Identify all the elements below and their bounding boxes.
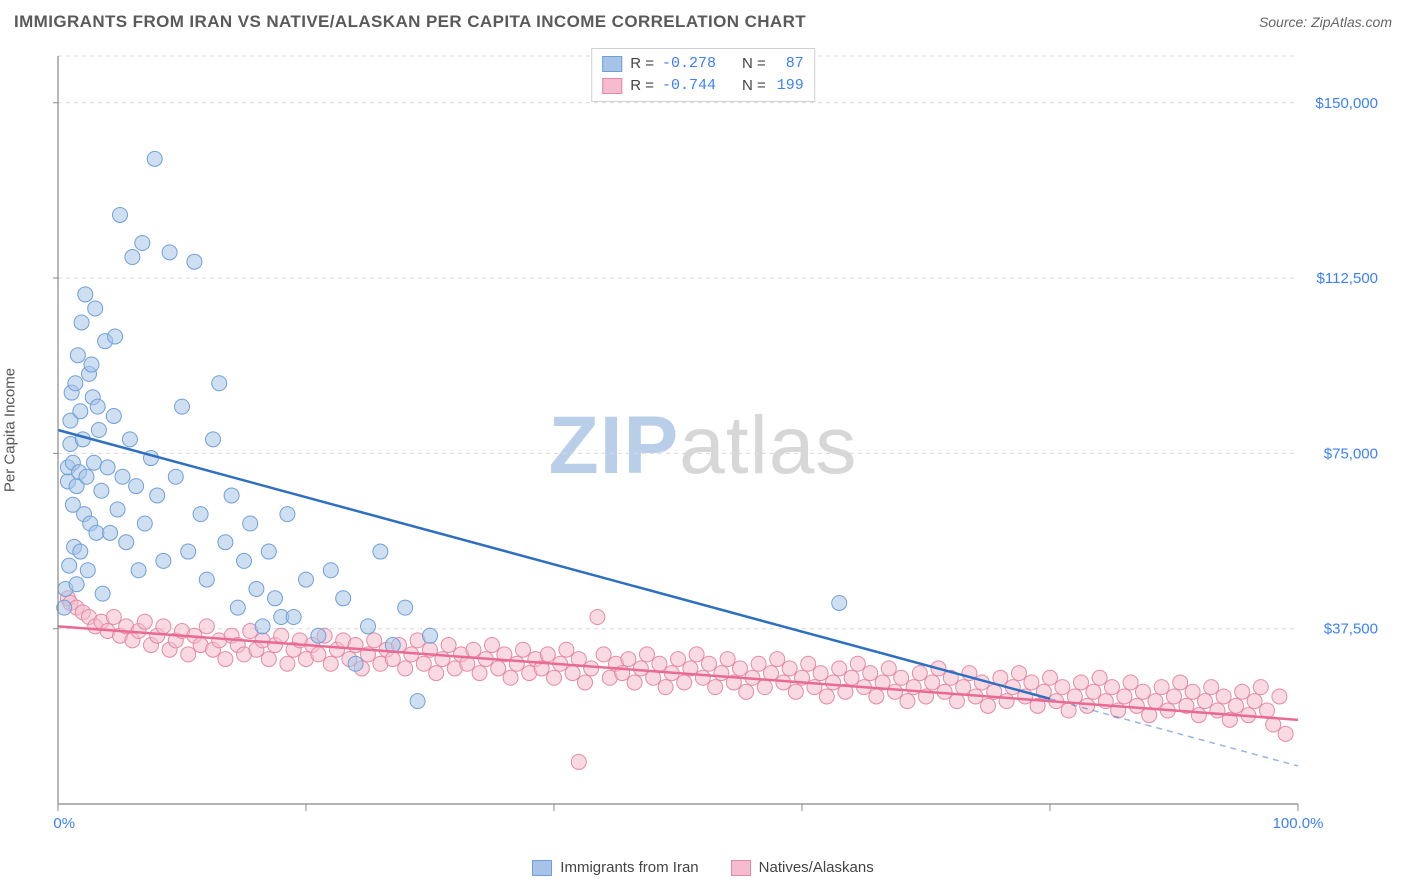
chart-source: Source: ZipAtlas.com — [1259, 14, 1392, 30]
legend-swatch-blue — [532, 860, 552, 876]
n-value-pink: 199 — [774, 75, 804, 97]
stats-row-blue: R = -0.278 N = 87 — [602, 53, 804, 75]
legend-label-blue: Immigrants from Iran — [560, 859, 698, 876]
n-label: N = — [742, 75, 766, 97]
n-value-blue: 87 — [774, 53, 804, 75]
legend-label-pink: Natives/Alaskans — [759, 859, 874, 876]
svg-text:0.0%: 0.0% — [52, 815, 75, 832]
r-value-pink: -0.744 — [662, 75, 716, 97]
n-label: N = — [742, 53, 766, 75]
svg-text:$150,000: $150,000 — [1315, 95, 1378, 112]
svg-text:$37,500: $37,500 — [1324, 621, 1378, 638]
legend-item-blue: Immigrants from Iran — [532, 859, 698, 876]
r-label: R = — [630, 75, 654, 97]
r-value-blue: -0.278 — [662, 53, 716, 75]
title-row: IMMIGRANTS FROM IRAN VS NATIVE/ALASKAN P… — [14, 12, 1392, 32]
legend-item-pink: Natives/Alaskans — [731, 859, 874, 876]
y-axis-label: Per Capita Income — [2, 368, 19, 492]
plot-svg: $37,500 $75,000 $112,500 $150,000 0.0% 100.0% — [52, 46, 1386, 832]
plot-area: $37,500 $75,000 $112,500 $150,000 0.0% 100.0% — [52, 46, 1386, 832]
bottom-legend: Immigrants from Iran Natives/Alaskans — [0, 859, 1406, 876]
r-label: R = — [630, 53, 654, 75]
svg-text:$75,000: $75,000 — [1324, 445, 1378, 462]
chart-title: IMMIGRANTS FROM IRAN VS NATIVE/ALASKAN P… — [14, 12, 806, 32]
swatch-pink — [602, 78, 622, 94]
stats-box: R = -0.278 N = 87 R = -0.744 N = 199 — [591, 48, 815, 102]
svg-text:100.0%: 100.0% — [1273, 815, 1324, 832]
svg-text:$112,500: $112,500 — [1317, 270, 1378, 287]
swatch-blue — [602, 56, 622, 72]
chart-container: IMMIGRANTS FROM IRAN VS NATIVE/ALASKAN P… — [0, 0, 1406, 892]
legend-swatch-pink — [731, 860, 751, 876]
stats-row-pink: R = -0.744 N = 199 — [602, 75, 804, 97]
